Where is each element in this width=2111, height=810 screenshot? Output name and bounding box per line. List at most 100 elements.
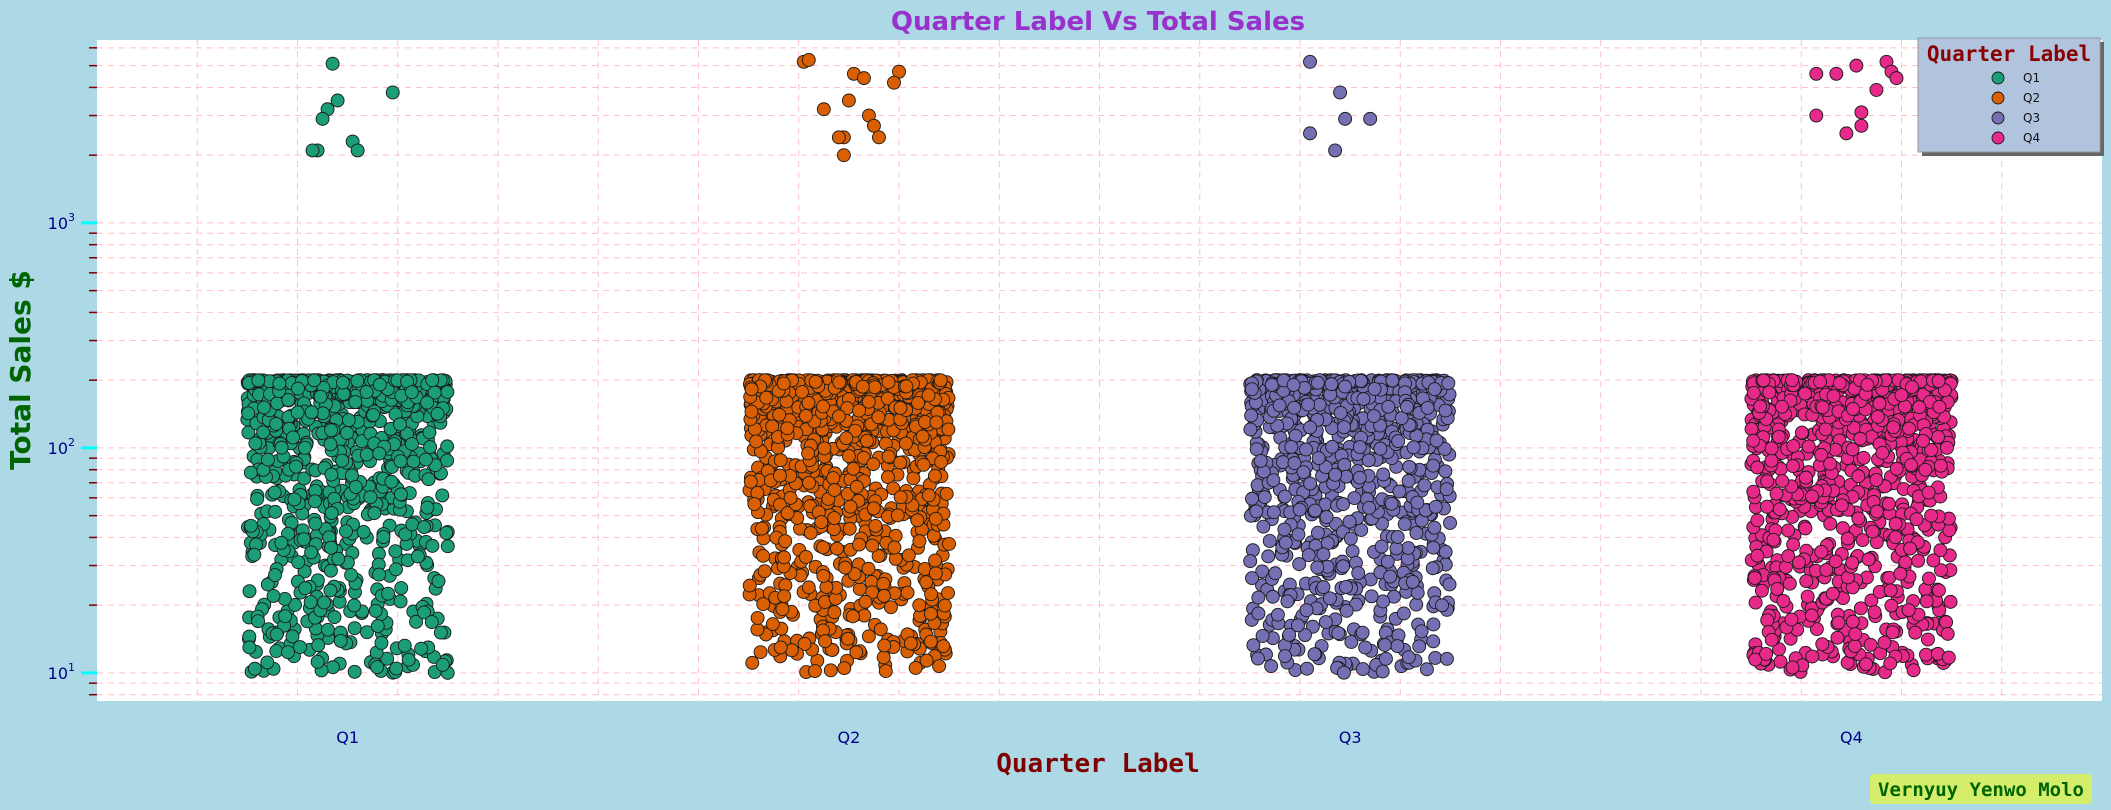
data-point — [848, 423, 863, 438]
data-point — [347, 598, 362, 613]
data-point — [384, 474, 399, 489]
data-point — [1932, 399, 1947, 414]
data-point — [247, 547, 262, 562]
data-point — [333, 633, 348, 648]
data-point — [773, 640, 788, 655]
data-point — [912, 598, 927, 613]
data-point — [1405, 574, 1420, 589]
x-tick-label: Q4 — [1840, 728, 1863, 747]
data-point — [248, 436, 263, 451]
data-point — [1367, 381, 1382, 396]
data-point — [1381, 399, 1396, 414]
data-point — [908, 660, 923, 675]
data-point — [1343, 531, 1358, 546]
data-point — [1412, 639, 1427, 654]
data-point — [866, 457, 881, 472]
data-point — [795, 384, 809, 399]
outlier-point — [1854, 105, 1869, 120]
data-point — [1347, 491, 1362, 506]
data-point — [899, 379, 914, 394]
data-point — [1885, 625, 1900, 640]
data-point — [1278, 649, 1292, 663]
data-point — [1243, 422, 1258, 437]
data-point — [852, 582, 867, 596]
data-point — [1253, 453, 1268, 468]
data-point — [1747, 571, 1762, 585]
data-point — [1845, 614, 1860, 629]
outlier-point — [1829, 66, 1844, 81]
data-point — [331, 551, 346, 566]
data-point — [1438, 403, 1453, 418]
data-point — [941, 422, 956, 437]
data-point — [1746, 484, 1761, 499]
data-point — [903, 636, 918, 651]
data-point — [916, 457, 931, 472]
outlier-point — [315, 111, 330, 126]
data-point — [861, 561, 876, 576]
data-point — [1794, 425, 1809, 440]
data-point — [1764, 441, 1779, 456]
data-point — [1333, 405, 1348, 420]
data-point — [933, 373, 948, 388]
data-point — [347, 621, 362, 636]
data-point — [919, 575, 934, 590]
data-point — [1785, 459, 1800, 474]
y-tick-label: 101 — [48, 661, 75, 683]
outlier-point — [801, 52, 816, 67]
outlier-point — [841, 93, 856, 108]
data-point — [1831, 615, 1846, 630]
data-point — [1272, 398, 1287, 413]
data-point — [370, 660, 385, 675]
data-point — [423, 440, 438, 455]
data-point — [260, 577, 275, 592]
data-point — [823, 663, 838, 678]
data-point — [1776, 593, 1791, 608]
data-point — [1826, 389, 1841, 404]
data-point — [1756, 373, 1771, 388]
data-point — [1419, 662, 1434, 677]
data-point — [773, 468, 787, 483]
outlier-point — [1809, 108, 1824, 123]
data-point — [1823, 516, 1838, 531]
data-point — [425, 373, 440, 388]
data-point — [1909, 512, 1924, 527]
data-point — [372, 377, 387, 392]
data-point — [775, 602, 790, 617]
data-point — [1438, 464, 1453, 479]
outlier-point — [1849, 58, 1864, 73]
legend: Quarter Label Q1 Q2 Q3 Q4 — [1917, 37, 2104, 156]
data-point — [801, 580, 816, 595]
y-tick-label: 103 — [48, 211, 75, 233]
data-point — [928, 511, 943, 526]
data-point — [422, 425, 437, 440]
data-point — [886, 481, 901, 496]
data-point — [281, 645, 295, 660]
legend-marker — [1991, 71, 2005, 85]
data-point — [1406, 440, 1421, 455]
data-point — [1785, 373, 1800, 388]
data-point — [1278, 535, 1293, 550]
data-point — [1906, 663, 1921, 678]
data-point — [1409, 597, 1424, 612]
data-point — [756, 597, 771, 612]
legend-label: Q3 — [2023, 111, 2040, 125]
x-tick-label: Q3 — [1339, 728, 1362, 747]
data-point — [1410, 495, 1425, 510]
data-point — [1310, 525, 1325, 540]
data-point — [893, 490, 908, 505]
data-point — [1912, 400, 1927, 415]
data-point — [394, 581, 409, 595]
data-point — [849, 479, 864, 494]
data-point — [260, 452, 275, 467]
data-point — [818, 634, 832, 649]
data-point — [1786, 439, 1801, 453]
data-point — [394, 487, 408, 502]
data-point — [1355, 662, 1370, 677]
data-point — [827, 483, 842, 497]
data-point — [756, 548, 771, 563]
data-point — [348, 395, 363, 410]
data-point — [311, 638, 326, 653]
data-point — [1425, 561, 1440, 576]
data-point — [1791, 555, 1806, 570]
data-point — [1856, 450, 1871, 465]
